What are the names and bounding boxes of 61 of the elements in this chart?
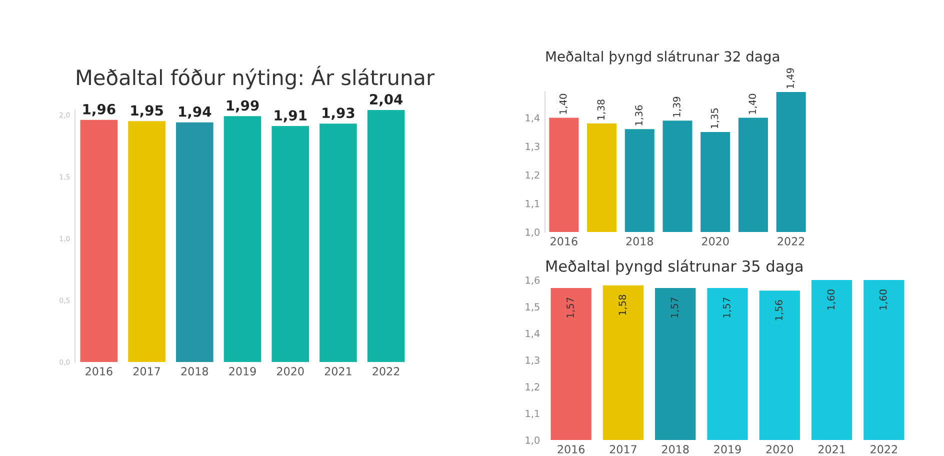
data-label: 1,38: [597, 100, 606, 120]
bar: [320, 124, 357, 362]
data-label: 2,04: [370, 94, 403, 106]
bar: [272, 126, 310, 362]
y-tick-label: 1,1: [526, 410, 540, 418]
chart-title: Meðaltal þyngd slátrunar 35 daga: [546, 259, 802, 275]
data-label: 1,58: [618, 294, 628, 315]
x-tick-label: 2019: [714, 445, 741, 454]
y-tick-label: 1,4: [526, 330, 540, 338]
x-tick-label: 2019: [229, 367, 256, 376]
data-label: 1,35: [710, 108, 720, 128]
data-label: 1,91: [274, 110, 307, 122]
data-label: 1,57: [723, 298, 732, 318]
data-label: 1,36: [635, 105, 644, 126]
data-label: 1,57: [670, 298, 680, 318]
bar: [367, 110, 405, 362]
data-label: 1,99: [226, 100, 259, 112]
x-tick-label: 2017: [610, 445, 636, 454]
y-tick-label: 1,2: [526, 171, 540, 180]
y-tick-label: 1,5: [526, 303, 540, 312]
y-tick-label: 1,2: [526, 383, 540, 392]
x-tick-label: 2016: [558, 445, 585, 454]
x-tick-label: 2018: [662, 445, 689, 454]
x-tick-label: 2016: [550, 237, 578, 246]
data-label: 1,40: [748, 94, 758, 114]
data-label: 1,56: [775, 300, 784, 320]
chart-title: Meðaltal fóður nýting: Ár slátrunar: [77, 66, 435, 90]
y-tick-label: 1,3: [526, 356, 540, 365]
bar: [176, 122, 214, 362]
data-label: 1,94: [179, 106, 212, 119]
x-tick-label: 2021: [324, 367, 352, 376]
bar: [80, 120, 118, 362]
x-tick-label: 2021: [818, 445, 845, 454]
chart-title: Meðaltal þyngd slátrunar 32 daga: [546, 50, 779, 64]
data-label: 1,39: [672, 96, 682, 117]
x-tick-label: 2022: [778, 237, 804, 246]
data-label: 1,60: [879, 290, 888, 310]
x-tick-label: 2018: [626, 237, 654, 246]
y-tick-label: 1,1: [526, 200, 540, 208]
data-label: 1,93: [322, 108, 354, 120]
data-label: 1,60: [827, 290, 836, 310]
x-tick-label: 2020: [766, 445, 794, 454]
x-tick-label: 2022: [870, 445, 897, 454]
data-label: 1,49: [786, 68, 795, 88]
x-tick-label: 2022: [372, 367, 400, 376]
x-tick-label: 2016: [86, 367, 112, 376]
data-label: 1,96: [83, 104, 116, 116]
data-label: 1,95: [131, 105, 163, 118]
x-tick-label: 2018: [181, 367, 208, 376]
y-tick-label: 1,3: [526, 142, 540, 152]
x-tick-label: 2020: [277, 367, 304, 376]
x-tick-label: 2020: [702, 237, 729, 246]
data-label: 1,57: [566, 298, 575, 318]
bar: [128, 121, 166, 362]
data-label: 1,40: [559, 94, 568, 114]
y-tick-label: 1,0: [526, 436, 540, 445]
y-tick-label: 1,4: [526, 114, 540, 123]
bar: [224, 116, 262, 362]
x-tick-label: 2017: [133, 367, 160, 376]
y-tick-label: 1,6: [526, 276, 540, 285]
y-tick-label: 1,0: [526, 228, 540, 237]
